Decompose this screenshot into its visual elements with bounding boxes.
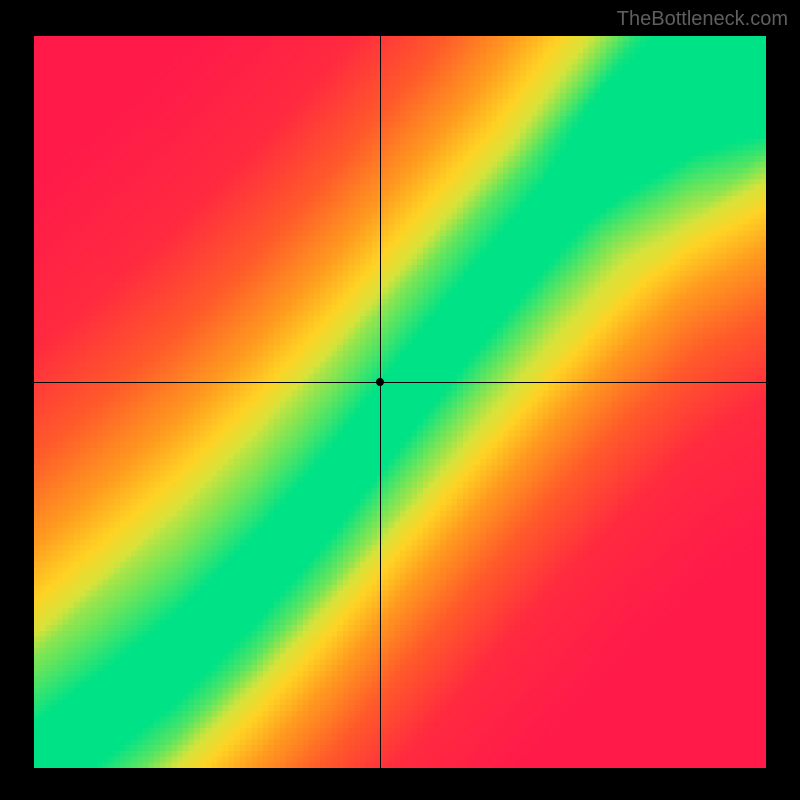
selection-marker: [376, 378, 384, 386]
heatmap-plot: [34, 36, 766, 768]
heatmap-canvas: [34, 36, 766, 768]
watermark-text: TheBottleneck.com: [617, 8, 788, 31]
crosshair-vertical: [380, 36, 381, 768]
chart-container: TheBottleneck.com: [0, 0, 800, 800]
crosshair-horizontal: [34, 382, 766, 383]
